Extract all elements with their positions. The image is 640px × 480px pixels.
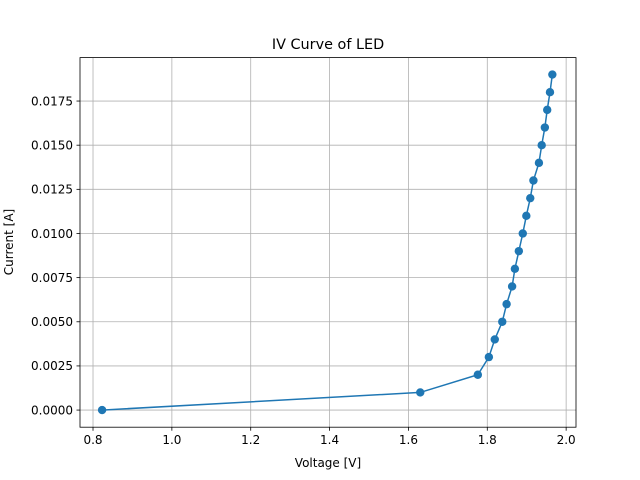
x-tick-label: 1.6 [399,433,418,447]
chart-title: IV Curve of LED [272,37,384,53]
x-axis-label: Voltage [V] [295,456,361,470]
data-point [529,176,538,185]
plot-frame [79,57,577,428]
data-point [498,317,507,326]
data-point [543,105,552,115]
data-point [534,158,544,168]
y-tick-label: 0.0150 [31,138,73,152]
data-point [526,193,535,203]
x-tick-label: 1.4 [320,433,339,447]
data-point [473,370,483,379]
y-tick-label: 0.0100 [31,227,73,241]
y-tick-label: 0.0050 [31,315,73,329]
data-point [548,70,557,79]
data-point [510,264,520,273]
data-point [522,211,531,221]
y-tick-label: 0.0075 [31,271,73,285]
x-tick-label: 2.0 [557,433,576,447]
data-point [540,123,550,132]
x-tick-label: 0.8 [83,433,102,447]
y-axis-label: Current [A] [2,209,16,275]
y-tick-label: 0.0175 [31,94,73,108]
data-point [502,299,511,309]
series-line [102,74,554,411]
data-point [514,246,524,256]
y-tick-label: 0.0025 [31,359,73,373]
data-point [537,140,546,150]
y-tick-label: 0.0000 [31,403,73,417]
y-tick-label: 0.0125 [31,183,73,197]
data-point [545,88,555,97]
data-point [484,352,494,362]
x-tick-label: 1.0 [162,433,181,447]
x-tick-label: 1.8 [478,433,497,447]
data-point [97,405,107,415]
data-point [507,282,517,291]
data-point [490,335,499,344]
data-point [518,229,527,238]
data-point [416,388,425,397]
x-tick-label: 1.2 [241,433,260,447]
